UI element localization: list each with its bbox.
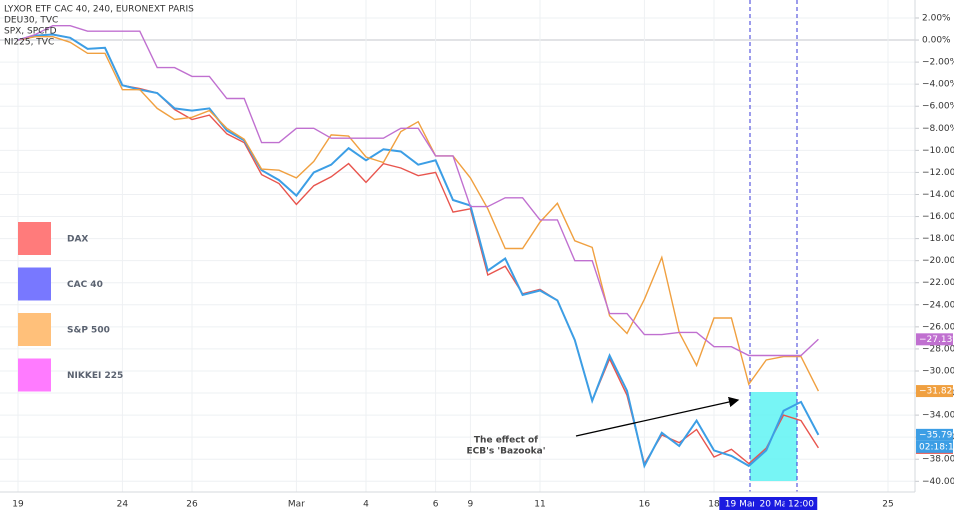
y-tick-label: −8.00% — [922, 124, 954, 134]
x-tick-label: 26 — [186, 500, 198, 510]
y-tick-label: −22.00% — [922, 278, 954, 288]
x-tick-label: 4 — [363, 500, 369, 510]
legend-label: NIKKEI 225 — [67, 371, 123, 381]
y-tick-label: −34.00% — [922, 411, 954, 421]
x-tick-label: Mar — [288, 500, 305, 510]
legend-label: DAX — [67, 235, 88, 245]
x-tick-label: 9 — [468, 500, 474, 510]
y-tick-label: −20.00% — [922, 256, 954, 266]
x-tick-label: 18 — [708, 500, 720, 510]
x-tick-label: 12:00 — [788, 500, 814, 510]
last-value-bg — [916, 428, 953, 441]
lines — [17, 25, 820, 469]
series-line — [17, 33, 819, 466]
y-tick-label: −40.00% — [922, 477, 954, 487]
subtitle: NI225, TVC — [4, 38, 54, 48]
last-value-bg — [916, 385, 953, 398]
legend-swatch — [18, 358, 51, 392]
x-tick-label: 20 Mar '20 — [760, 500, 808, 510]
countdown-bg — [916, 440, 953, 453]
last-value-label: −31.82% — [919, 387, 954, 397]
y-tick-label: −14.00% — [922, 190, 954, 200]
x-tick-label: 25 — [882, 500, 893, 510]
chart-title: LYXOR ETF CAC 40, 240, EURONEXT PARIS — [4, 5, 194, 15]
annotation: ECB's 'Bazooka' — [467, 447, 546, 457]
y-tick-label: −12.00% — [922, 168, 954, 178]
last-value-label: −27.13% — [919, 335, 954, 345]
y-tick-label: −38.00% — [922, 455, 954, 465]
countdown: 02:18:17 — [919, 442, 954, 452]
legend-swatch — [18, 222, 51, 255]
y-tick-label: −24.00% — [922, 300, 954, 310]
series-line — [17, 33, 820, 469]
last-value-bg — [916, 333, 953, 346]
labels: 2.00% 0.00% −2.00% −4.00% −6.00% −8.00% −10.00… — [12, 13, 954, 510]
annotation: The effect of — [474, 436, 538, 446]
y-tick-label: −30.00% — [922, 366, 954, 376]
subtitle: DEU30, TVC — [4, 16, 58, 26]
series-line — [17, 36, 820, 392]
y-tick-label: −18.00% — [922, 234, 954, 244]
subtitle: SPX, SPCFD — [4, 27, 57, 37]
arrow — [575, 396, 740, 437]
y-tick-label: 0.00% — [922, 36, 951, 46]
x-tick-label: 11 — [534, 500, 545, 510]
legend-label: S&P 500 — [67, 326, 110, 336]
legend-swatch — [18, 313, 51, 346]
y-tick-label: −16.00% — [922, 212, 954, 222]
x-tick-label: 24 — [117, 500, 129, 510]
x-highlight-bg — [784, 497, 818, 510]
x-tick-label: 19 — [12, 500, 24, 510]
y-tick-label: −6.00% — [922, 102, 954, 112]
y-tick-label: −28.00% — [922, 344, 954, 354]
highlight-box — [750, 392, 797, 481]
x-tick-label: 6 — [433, 500, 439, 510]
y-tick-label: −2.00% — [922, 58, 954, 68]
y-tick-label: −4.00% — [922, 80, 954, 90]
series-line — [17, 25, 819, 357]
legend-swatch — [18, 267, 51, 301]
last-value-label: −35.79% — [919, 430, 954, 440]
y-tick-label: 2.00% — [922, 13, 951, 23]
legend-label: CAC 40 — [67, 280, 103, 290]
x-tick-label: 16 — [639, 500, 651, 510]
y-tick-label: −10.00% — [922, 146, 954, 156]
x-tick-label: 19 Mar '20 — [725, 500, 773, 510]
y-tick-label: −26.00% — [922, 322, 954, 332]
